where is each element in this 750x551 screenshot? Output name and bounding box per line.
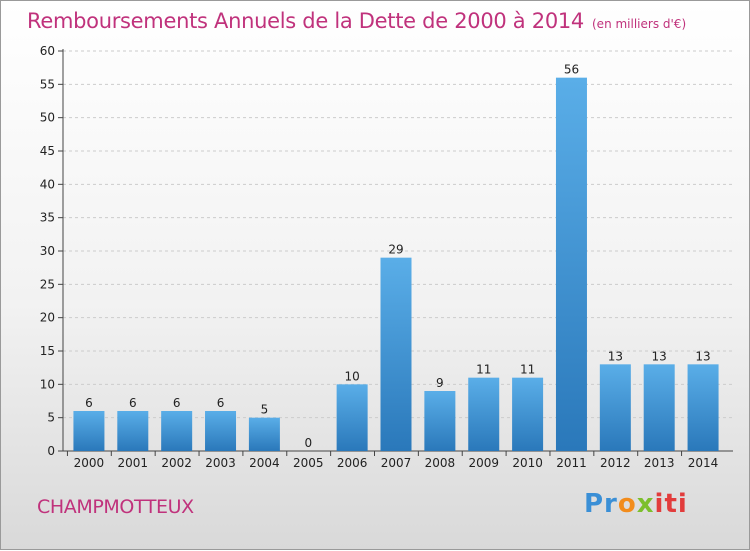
x-tick-label-2011: 2011 — [556, 456, 587, 470]
x-tick-label-2005: 2005 — [293, 456, 324, 470]
data-label-2012: 13 — [608, 349, 623, 363]
proxiti-logo: Proxiti — [584, 489, 688, 519]
x-tick-label-2013: 2013 — [644, 456, 675, 470]
bar-2002 — [161, 411, 193, 451]
y-tick-label-60: 60 — [40, 44, 55, 58]
y-tick-label-45: 45 — [40, 144, 55, 158]
data-label-2011: 56 — [564, 63, 579, 77]
y-tick-label-30: 30 — [40, 244, 55, 258]
y-tick-label-5: 5 — [47, 411, 55, 425]
y-tick-label-0: 0 — [47, 444, 55, 458]
data-label-2000: 6 — [85, 396, 93, 410]
y-tick-label-50: 50 — [40, 111, 55, 125]
data-label-2004: 5 — [261, 403, 269, 417]
bar-2006 — [336, 384, 368, 451]
x-tick-label-2014: 2014 — [688, 456, 719, 470]
data-label-2005: 0 — [304, 436, 312, 450]
bar-2012 — [599, 364, 631, 451]
y-axis-ticks: 0 5 10 15 20 25 30 35 40 45 50 55 60 — [40, 44, 63, 458]
bar-2011 — [555, 77, 587, 452]
chart-title-text: Remboursements Annuels de la Dette de 20… — [27, 9, 584, 33]
x-tick-label-2010: 2010 — [512, 456, 543, 470]
data-label-2006: 10 — [344, 369, 359, 383]
x-tick-label-2012: 2012 — [600, 456, 631, 470]
bar-2001 — [117, 411, 149, 451]
x-tick-label-2000: 2000 — [74, 456, 105, 470]
x-tick-label-2009: 2009 — [468, 456, 499, 470]
data-label-2002: 6 — [173, 396, 181, 410]
bar-2004 — [248, 417, 280, 451]
data-label-2007: 29 — [388, 243, 403, 257]
chart-title: Remboursements Annuels de la Dette de 20… — [27, 9, 686, 33]
data-label-2001: 6 — [129, 396, 137, 410]
x-tick-label-2006: 2006 — [337, 456, 368, 470]
y-tick-label-55: 55 — [40, 77, 55, 91]
bar-2009 — [468, 377, 500, 451]
y-tick-label-35: 35 — [40, 211, 55, 225]
bar-2007 — [380, 257, 412, 451]
x-axis-ticks: 2000 2001 2002 2003 2004 2005 2006 2007 2008 2009… — [66, 451, 719, 470]
bar-2008 — [424, 391, 456, 451]
y-tick-label-10: 10 — [40, 377, 55, 391]
y-tick-label-40: 40 — [40, 177, 55, 191]
bars — [73, 77, 719, 452]
x-tick-label-2002: 2002 — [161, 456, 192, 470]
data-labels: 6 6 6 6 5 0 10 29 9 11 11 56 13 13 13 — [85, 63, 711, 450]
commune-name: CHAMPMOTTEUX — [37, 496, 194, 518]
x-tick-label-2001: 2001 — [118, 456, 149, 470]
bar-2013 — [643, 364, 675, 451]
data-label-2010: 11 — [520, 363, 535, 377]
data-label-2008: 9 — [436, 376, 444, 390]
bar-2010 — [512, 377, 544, 451]
y-tick-label-15: 15 — [40, 344, 55, 358]
x-tick-label-2003: 2003 — [205, 456, 236, 470]
bar-2014 — [687, 364, 719, 451]
chart-title-unit: (en milliers d'€) — [592, 17, 687, 31]
data-label-2013: 13 — [652, 349, 667, 363]
data-label-2003: 6 — [217, 396, 225, 410]
data-label-2009: 11 — [476, 363, 491, 377]
bar-2003 — [205, 411, 237, 451]
x-tick-label-2007: 2007 — [381, 456, 412, 470]
y-tick-label-25: 25 — [40, 277, 55, 291]
bar-2000 — [73, 411, 105, 451]
y-tick-label-20: 20 — [40, 311, 55, 325]
x-tick-label-2004: 2004 — [249, 456, 280, 470]
x-tick-label-2008: 2008 — [425, 456, 456, 470]
data-label-2014: 13 — [695, 349, 710, 363]
